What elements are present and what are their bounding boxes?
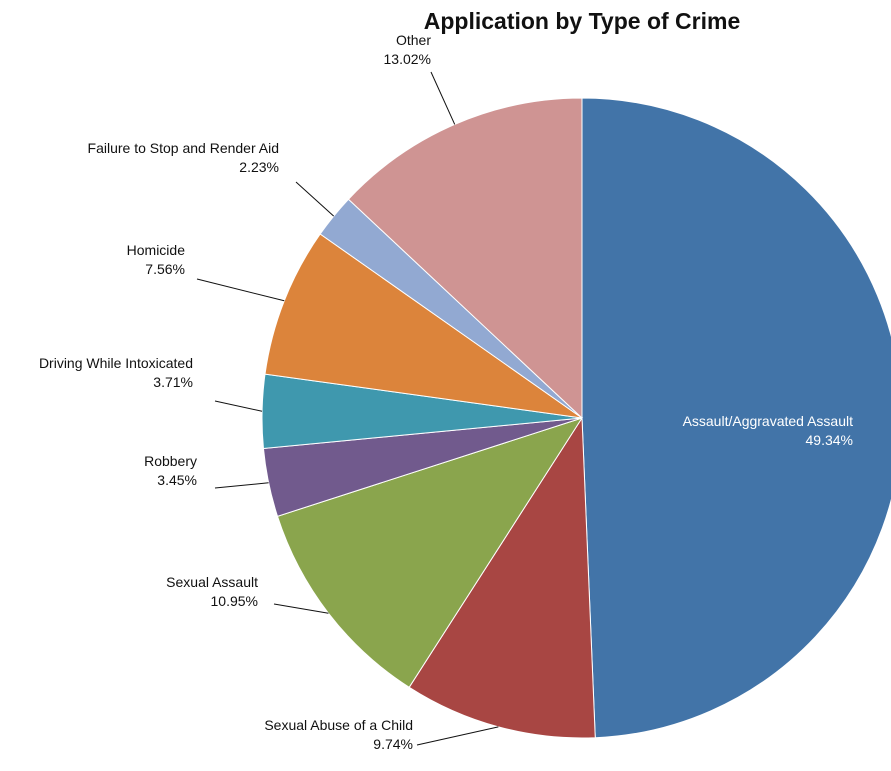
slice-percent-label: 2.23% (239, 159, 279, 175)
slice-label: Failure to Stop and Render Aid 2.23% (88, 140, 279, 175)
pie-slice (264, 233, 583, 419)
slice-category-label: Driving While Intoxicated (39, 355, 193, 371)
leader-line (416, 726, 499, 746)
slice-percent-label: 7.56% (145, 261, 185, 277)
slice-percent-label: 3.45% (157, 472, 197, 488)
slice-percent-label: 3.71% (153, 374, 193, 390)
slice-category-label: Homicide (127, 242, 186, 258)
slice-category-label: Sexual Assault (166, 574, 258, 590)
slice-label: Sexual Assault 10.95% (166, 574, 258, 609)
leader-line (196, 278, 285, 302)
leader-line (214, 400, 263, 412)
slice-category-label: Other (396, 32, 431, 48)
slice-category-label: Robbery (144, 453, 197, 469)
leader-line (273, 603, 329, 614)
slice-percent-label: 10.95% (211, 593, 258, 609)
slice-label: Assault/Aggravated Assault 49.34% (683, 413, 854, 448)
leader-line (295, 181, 335, 217)
slice-label: Robbery 3.45% (144, 453, 197, 488)
slice-label: Driving While Intoxicated 3.71% (39, 355, 193, 390)
slice-percent-label: 13.02% (384, 51, 431, 67)
slice-label: Other 13.02% (384, 32, 432, 67)
leader-line (430, 71, 456, 125)
slice-labels: Assault/Aggravated Assault 49.34% Sexual A… (39, 32, 853, 752)
slice-category-label: Assault/Aggravated Assault (683, 413, 854, 429)
slice-percent-label: 49.34% (806, 432, 853, 448)
pie-slices (261, 97, 891, 739)
leader-line (214, 482, 269, 489)
slice-category-label: Failure to Stop and Render Aid (88, 140, 279, 156)
chart-title: Application by Type of Crime (423, 8, 741, 34)
slice-label: Sexual Abuse of a Child 9.74% (264, 717, 413, 752)
pie-slice (276, 417, 584, 689)
leader-lines (196, 71, 499, 746)
slice-percent-label: 9.74% (373, 736, 413, 752)
slice-category-label: Sexual Abuse of a Child (264, 717, 413, 733)
slice-label: Homicide 7.56% (127, 242, 186, 277)
pie-slice (581, 97, 891, 739)
